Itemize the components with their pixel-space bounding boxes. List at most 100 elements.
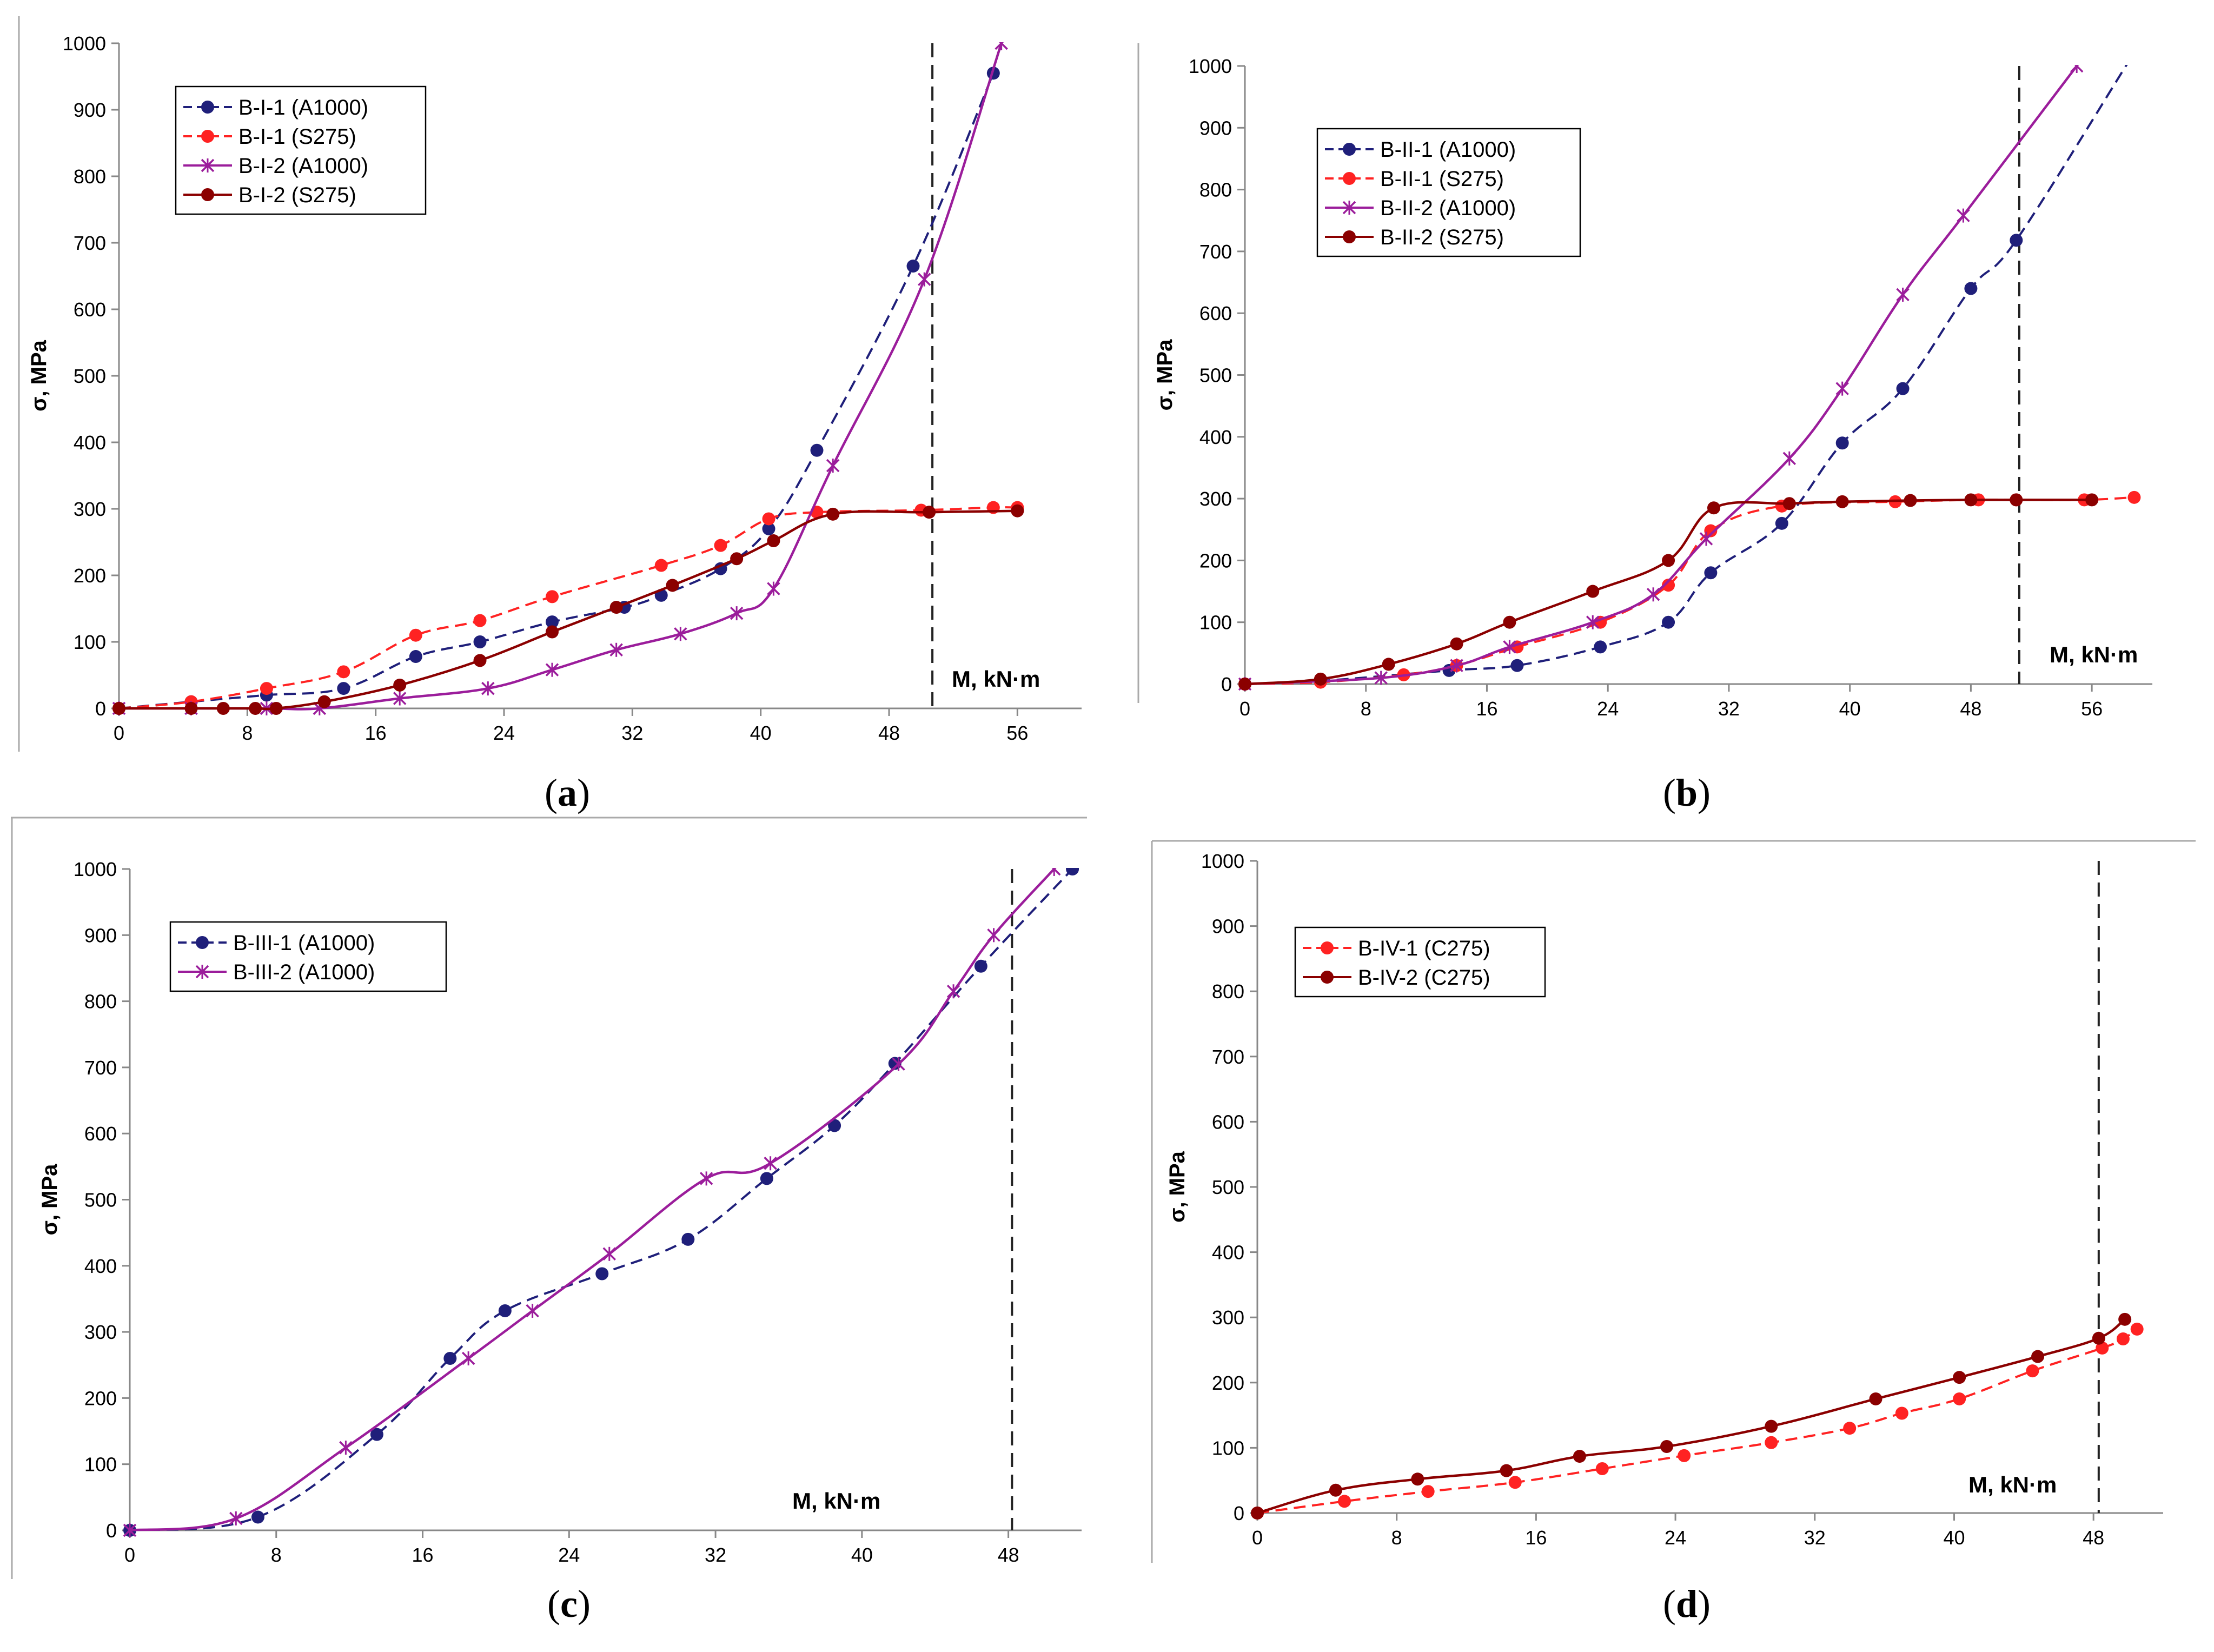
x-tick-label: 8: [1391, 1527, 1402, 1549]
data-point: [2096, 1341, 2109, 1355]
y-tick-label: 600: [84, 1123, 117, 1145]
data-point: [1011, 504, 1024, 518]
data-point: [1450, 637, 1463, 651]
data-point: [249, 702, 262, 715]
data-point: [1964, 282, 1978, 295]
data-point: [1896, 287, 1910, 302]
data-point: [1450, 658, 1463, 673]
data-point: [1382, 658, 1395, 671]
y-tick-label: 200: [1212, 1372, 1244, 1394]
data-point: [1573, 1450, 1586, 1463]
data-point: [1411, 1472, 1424, 1486]
legend-item: B-I-2 (S275): [183, 183, 356, 207]
legend-item: B-II-1 (S275): [1325, 167, 1504, 191]
legend: B-II-1 (A1000) B-II-1 (S275) B-II-2 (A1000…: [1316, 128, 1581, 257]
chart-panel-c: 0 100 200 300 400 500 600 700 800 900 1000 0 8 16 24 32…: [38, 858, 1082, 1626]
x-tick-label: 8: [242, 722, 253, 744]
legend: B-III-1 (A1000) B-III-2 (A1000): [169, 921, 447, 992]
data-point: [2116, 1332, 2130, 1345]
legend-item: B-II-2 (A1000): [1325, 196, 1516, 220]
data-point: [1066, 868, 1079, 875]
data-point: [393, 678, 407, 692]
y-tick-label: 700: [1199, 241, 1232, 263]
data-point: [609, 642, 623, 657]
data-point: [123, 1523, 137, 1537]
x-tick-label: 8: [1361, 698, 1371, 720]
y-tick-label: 300: [84, 1321, 117, 1343]
data-point: [1314, 672, 1327, 686]
data-point: [2092, 1331, 2105, 1345]
x-tick-label: 0: [1252, 1527, 1263, 1549]
legend-item: B-IV-1 (C275): [1303, 937, 1490, 960]
data-point: [1782, 451, 1797, 466]
data-point: [1835, 381, 1849, 396]
data-point: [1704, 566, 1718, 580]
x-tick-label: 16: [1476, 698, 1497, 720]
legend-marker: [1321, 971, 1334, 984]
legend-marker: [201, 158, 215, 173]
data-point: [337, 665, 350, 679]
data-point: [1707, 501, 1720, 515]
y-tick-label: 800: [84, 991, 117, 1013]
legend-box: [169, 921, 447, 992]
y-tick-label: 1000: [1201, 850, 1244, 872]
legend-label: B-II-2 (A1000): [1380, 196, 1516, 220]
data-point: [762, 512, 775, 526]
data-point: [545, 662, 559, 677]
series-line-2: [1244, 496, 2135, 685]
data-point: [1500, 1464, 1513, 1477]
legend-label: B-II-1 (S275): [1380, 167, 1504, 191]
legend-marker: [201, 130, 214, 143]
data-point: [409, 650, 422, 664]
y-tick-label: 0: [106, 1520, 117, 1542]
data-point: [1765, 1436, 1778, 1449]
x-axis-label: M, kN·m: [1968, 1472, 2057, 1497]
data-point: [2127, 490, 2141, 504]
data-point: [1662, 615, 1675, 629]
series-line-4: [119, 509, 1018, 711]
series-line-3: [119, 43, 1003, 711]
x-tick-label: 16: [1525, 1527, 1547, 1549]
panel-caption: (c): [547, 1582, 591, 1626]
data-point: [923, 506, 936, 519]
y-axis-label: σ, MPa: [1165, 1151, 1189, 1223]
y-tick-label: 400: [1199, 426, 1232, 448]
data-point: [1510, 659, 1524, 672]
data-point: [498, 1304, 512, 1317]
data-point: [317, 695, 331, 708]
data-point: [269, 702, 283, 715]
data-point: [184, 702, 198, 715]
data-point: [546, 615, 559, 629]
data-point: [2026, 1364, 2039, 1378]
data-point: [1957, 208, 1970, 223]
panel-caption: (a): [545, 771, 590, 814]
legend-marker: [196, 936, 209, 949]
y-tick-label: 100: [84, 1454, 117, 1476]
data-point: [443, 1352, 457, 1365]
legend-marker: [1342, 201, 1356, 215]
data-point: [1843, 1422, 1857, 1435]
y-tick-label: 700: [1212, 1046, 1244, 1068]
y-tick-label: 1000: [1189, 55, 1232, 77]
data-point: [1964, 493, 1978, 507]
data-point: [2085, 493, 2099, 507]
data-point: [1953, 1371, 1966, 1384]
y-tick-label: 900: [1199, 117, 1232, 139]
plot-area: [1251, 1312, 2144, 1520]
data-point: [1775, 516, 1788, 530]
y-tick-label: 100: [1199, 612, 1232, 634]
data-point: [730, 552, 744, 566]
y-tick-label: 300: [74, 498, 106, 520]
data-point: [918, 272, 931, 287]
y-tick-label: 0: [1234, 1502, 1244, 1524]
plot-area: [1238, 65, 2141, 691]
data-point: [393, 691, 407, 706]
data-point: [810, 443, 824, 457]
data-point: [251, 1510, 264, 1524]
legend-item: B-III-1 (A1000): [178, 931, 375, 955]
x-tick-label: 0: [1239, 698, 1250, 720]
x-tick-label: 32: [705, 1544, 726, 1566]
data-point: [473, 635, 487, 648]
legend-box: [1294, 926, 1546, 998]
panel-caption: (b): [1663, 771, 1711, 814]
